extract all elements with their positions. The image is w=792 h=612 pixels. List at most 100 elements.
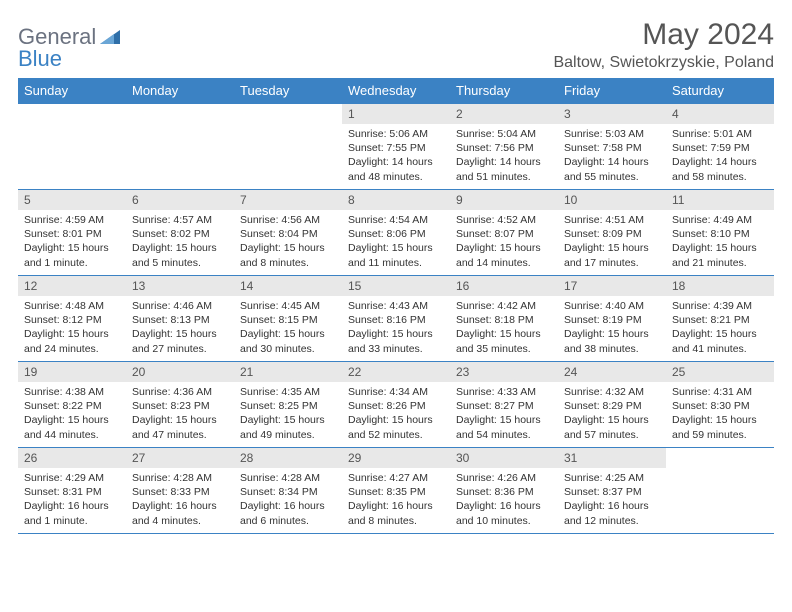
sunset-text: Sunset: 8:09 PM [564, 227, 660, 241]
calendar-week-row: 26 Sunrise: 4:29 AMSunset: 8:31 PM Dayligh… [18, 448, 774, 534]
daylight-text: Daylight: 16 hours and 6 minutes. [240, 499, 336, 527]
sunrise-text: Sunrise: 4:40 AM [564, 299, 660, 313]
day-number: 17 [558, 276, 666, 296]
daylight-text: Daylight: 15 hours and 14 minutes. [456, 241, 552, 269]
day-details: Sunrise: 4:25 AMSunset: 8:37 PMDaylight:… [558, 468, 666, 532]
daylight-text: Daylight: 15 hours and 17 minutes. [564, 241, 660, 269]
title-block: May 2024 Baltow, Swietokrzyskie, Poland [553, 18, 774, 72]
daylight-text: Daylight: 16 hours and 4 minutes. [132, 499, 228, 527]
calendar-cell: 13Sunrise: 4:46 AMSunset: 8:13 PMDayligh… [126, 276, 234, 362]
day-number: 30 [450, 448, 558, 468]
calendar-cell: 21Sunrise: 4:35 AMSunset: 8:25 PMDayligh… [234, 362, 342, 448]
weekday-header: Monday [126, 78, 234, 104]
sunset-text: Sunset: 7:58 PM [564, 141, 660, 155]
day-number: 20 [126, 362, 234, 382]
sunset-text: Sunset: 8:31 PM [24, 485, 120, 499]
day-details: Sunrise: 4:46 AMSunset: 8:13 PMDaylight:… [126, 296, 234, 360]
sunset-text: Sunset: 7:55 PM [348, 141, 444, 155]
daylight-text: Daylight: 16 hours and 12 minutes. [564, 499, 660, 527]
sunrise-text: Sunrise: 4:27 AM [348, 471, 444, 485]
day-details: Sunrise: 4:43 AMSunset: 8:16 PMDaylight:… [342, 296, 450, 360]
logo-line2: Blue [18, 40, 62, 72]
sunset-text: Sunset: 8:06 PM [348, 227, 444, 241]
daylight-text: Daylight: 15 hours and 44 minutes. [24, 413, 120, 441]
sunset-text: Sunset: 8:13 PM [132, 313, 228, 327]
calendar-cell: 18Sunrise: 4:39 AMSunset: 8:21 PMDayligh… [666, 276, 774, 362]
calendar-cell: 29Sunrise: 4:27 AMSunset: 8:35 PMDayligh… [342, 448, 450, 534]
sunset-text: Sunset: 8:23 PM [132, 399, 228, 413]
day-details: Sunrise: 4:33 AMSunset: 8:27 PMDaylight:… [450, 382, 558, 446]
calendar-cell: 9Sunrise: 4:52 AMSunset: 8:07 PMDaylight… [450, 190, 558, 276]
sunrise-text: Sunrise: 4:46 AM [132, 299, 228, 313]
daylight-text: Daylight: 15 hours and 27 minutes. [132, 327, 228, 355]
daylight-text: Daylight: 15 hours and 59 minutes. [672, 413, 768, 441]
sunset-text: Sunset: 8:19 PM [564, 313, 660, 327]
sunrise-text: Sunrise: 4:48 AM [24, 299, 120, 313]
sunset-text: Sunset: 7:56 PM [456, 141, 552, 155]
day-details: Sunrise: 4:27 AMSunset: 8:35 PMDaylight:… [342, 468, 450, 532]
calendar-cell: 1Sunrise: 5:06 AMSunset: 7:55 PMDaylight… [342, 104, 450, 190]
sunrise-text: Sunrise: 4:56 AM [240, 213, 336, 227]
day-details: Sunrise: 4:39 AMSunset: 8:21 PMDaylight:… [666, 296, 774, 360]
daylight-text: Daylight: 15 hours and 54 minutes. [456, 413, 552, 441]
calendar-cell: 30Sunrise: 4:26 AMSunset: 8:36 PMDayligh… [450, 448, 558, 534]
calendar-table: Sunday Monday Tuesday Wednesday Thursday… [18, 78, 774, 534]
day-number: 21 [234, 362, 342, 382]
day-details: Sunrise: 4:40 AMSunset: 8:19 PMDaylight:… [558, 296, 666, 360]
daylight-text: Daylight: 14 hours and 48 minutes. [348, 155, 444, 183]
sunrise-text: Sunrise: 4:52 AM [456, 213, 552, 227]
logo-text-blue: Blue [18, 46, 62, 72]
calendar-cell: 15Sunrise: 4:43 AMSunset: 8:16 PMDayligh… [342, 276, 450, 362]
sunrise-text: Sunrise: 4:31 AM [672, 385, 768, 399]
daylight-text: Daylight: 15 hours and 57 minutes. [564, 413, 660, 441]
sunrise-text: Sunrise: 4:51 AM [564, 213, 660, 227]
sunrise-text: Sunrise: 4:45 AM [240, 299, 336, 313]
calendar-cell: 25Sunrise: 4:31 AMSunset: 8:30 PMDayligh… [666, 362, 774, 448]
day-details: Sunrise: 4:35 AMSunset: 8:25 PMDaylight:… [234, 382, 342, 446]
daylight-text: Daylight: 15 hours and 21 minutes. [672, 241, 768, 269]
daylight-text: Daylight: 15 hours and 24 minutes. [24, 327, 120, 355]
sunrise-text: Sunrise: 4:57 AM [132, 213, 228, 227]
day-details: Sunrise: 4:45 AMSunset: 8:15 PMDaylight:… [234, 296, 342, 360]
day-number: 2 [450, 104, 558, 124]
day-details: Sunrise: 4:32 AMSunset: 8:29 PMDaylight:… [558, 382, 666, 446]
calendar-week-row: ......1Sunrise: 5:06 AMSunset: 7:55 PMDa… [18, 104, 774, 190]
calendar-cell: 6Sunrise: 4:57 AMSunset: 8:02 PMDaylight… [126, 190, 234, 276]
day-number: 14 [234, 276, 342, 296]
calendar-cell: 4Sunrise: 5:01 AMSunset: 7:59 PMDaylight… [666, 104, 774, 190]
calendar-cell: 3Sunrise: 5:03 AMSunset: 7:58 PMDaylight… [558, 104, 666, 190]
sunrise-text: Sunrise: 4:29 AM [24, 471, 120, 485]
day-details: Sunrise: 5:01 AMSunset: 7:59 PMDaylight:… [666, 124, 774, 188]
day-number: 31 [558, 448, 666, 468]
daylight-text: Daylight: 15 hours and 52 minutes. [348, 413, 444, 441]
sunset-text: Sunset: 8:18 PM [456, 313, 552, 327]
sunrise-text: Sunrise: 4:26 AM [456, 471, 552, 485]
sunrise-text: Sunrise: 4:28 AM [132, 471, 228, 485]
calendar-cell: 22Sunrise: 4:34 AMSunset: 8:26 PMDayligh… [342, 362, 450, 448]
calendar-cell: .. [126, 104, 234, 190]
day-number: 11 [666, 190, 774, 210]
sunset-text: Sunset: 8:34 PM [240, 485, 336, 499]
weekday-header: Friday [558, 78, 666, 104]
daylight-text: Daylight: 15 hours and 5 minutes. [132, 241, 228, 269]
day-number: 25 [666, 362, 774, 382]
sunset-text: Sunset: 8:35 PM [348, 485, 444, 499]
header: General May 2024 Baltow, Swietokrzyskie,… [18, 18, 774, 72]
calendar-cell: .. [18, 104, 126, 190]
day-details: Sunrise: 5:04 AMSunset: 7:56 PMDaylight:… [450, 124, 558, 188]
sunrise-text: Sunrise: 4:25 AM [564, 471, 660, 485]
day-details: Sunrise: 4:31 AMSunset: 8:30 PMDaylight:… [666, 382, 774, 446]
sunrise-text: Sunrise: 5:01 AM [672, 127, 768, 141]
day-number: 9 [450, 190, 558, 210]
calendar-cell: 27Sunrise: 4:28 AMSunset: 8:33 PMDayligh… [126, 448, 234, 534]
day-number: 5 [18, 190, 126, 210]
day-number: 26 [18, 448, 126, 468]
day-details: Sunrise: 4:49 AMSunset: 8:10 PMDaylight:… [666, 210, 774, 274]
day-number: 16 [450, 276, 558, 296]
calendar-cell: 31Sunrise: 4:25 AMSunset: 8:37 PMDayligh… [558, 448, 666, 534]
day-details: Sunrise: 4:48 AMSunset: 8:12 PMDaylight:… [18, 296, 126, 360]
sunrise-text: Sunrise: 4:28 AM [240, 471, 336, 485]
weekday-header: Saturday [666, 78, 774, 104]
sunset-text: Sunset: 8:22 PM [24, 399, 120, 413]
calendar-cell: 28Sunrise: 4:28 AMSunset: 8:34 PMDayligh… [234, 448, 342, 534]
